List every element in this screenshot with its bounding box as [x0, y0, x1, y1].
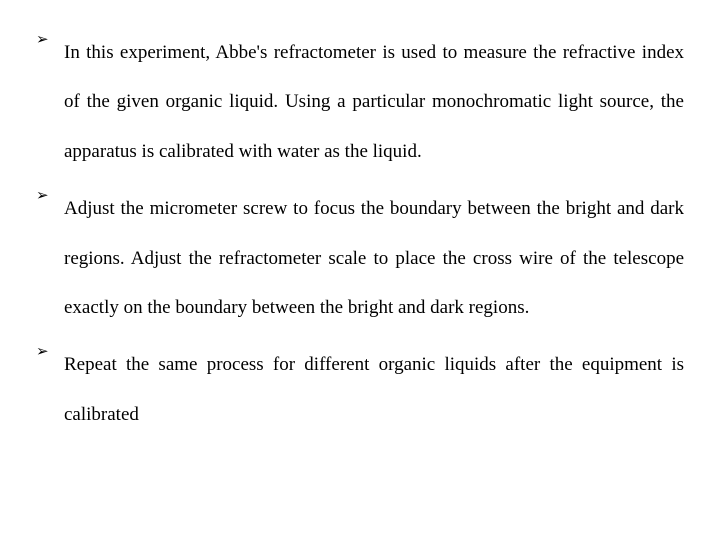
list-item-text: In this experiment, Abbe's refractometer…: [64, 28, 684, 176]
bullet-icon: ➢: [36, 186, 50, 204]
bullet-list: ➢ In this experiment, Abbe's refractomet…: [36, 28, 684, 439]
bullet-icon: ➢: [36, 30, 50, 48]
list-item-text: Repeat the same process for different or…: [64, 340, 684, 439]
list-item: ➢ In this experiment, Abbe's refractomet…: [36, 28, 684, 176]
list-item-text: Adjust the micrometer screw to focus the…: [64, 184, 684, 332]
list-item: ➢ Repeat the same process for different …: [36, 340, 684, 439]
list-item: ➢ Adjust the micrometer screw to focus t…: [36, 184, 684, 332]
bullet-icon: ➢: [36, 342, 50, 360]
